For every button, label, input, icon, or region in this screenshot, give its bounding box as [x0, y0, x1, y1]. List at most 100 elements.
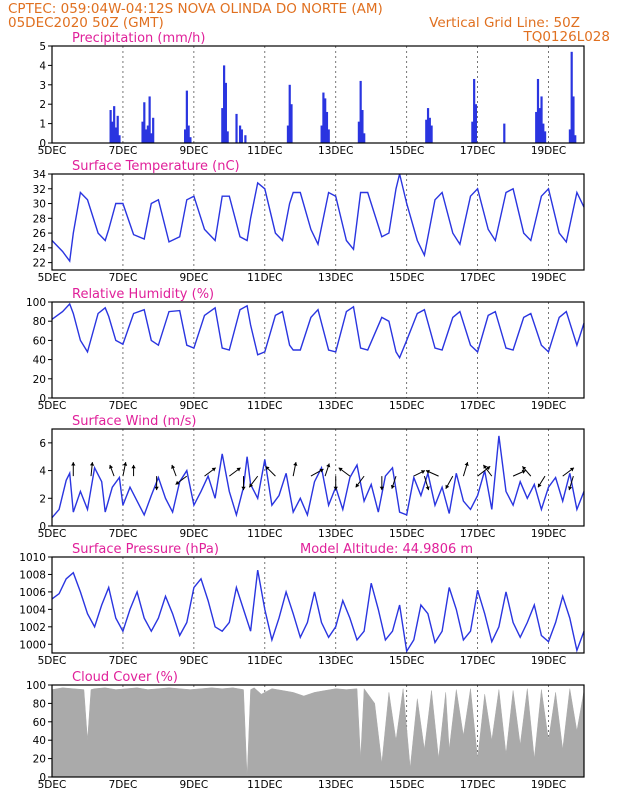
y-tick-label: 4	[39, 60, 46, 72]
precip-bar	[150, 133, 153, 143]
wind-arrow-head	[122, 462, 128, 466]
x-tick-label: 13DEC	[318, 655, 353, 667]
precip-bar	[570, 51, 573, 143]
wind-arrow-head	[241, 486, 246, 491]
x-tick-label: 19DEC	[531, 272, 566, 284]
precip-bar	[111, 121, 114, 143]
x-tick-label: 17DEC	[460, 655, 495, 667]
precip-bar	[185, 90, 188, 143]
precip-bar	[223, 65, 226, 143]
precip-bar	[327, 129, 330, 143]
precip-bar	[543, 131, 547, 143]
precip-bar	[361, 110, 364, 143]
y-tick-label: 0	[39, 772, 46, 784]
x-tick-label: 17DEC	[460, 145, 495, 157]
precip-bar	[148, 96, 151, 143]
x-tick-label: 11DEC	[247, 400, 282, 412]
y-tick-label: 5	[39, 41, 46, 53]
header-station: CPTEC: 059:04W-04:12S NOVA OLINDA DO NOR…	[8, 1, 383, 17]
precip-bar	[240, 129, 243, 143]
wind-arrow-head	[293, 462, 298, 466]
x-tick-label: 7DEC	[109, 145, 138, 157]
precip-bar	[471, 121, 474, 143]
x-tick-label: 19DEC	[531, 528, 566, 540]
panel-frame	[51, 556, 585, 654]
y-tick-label: 1	[39, 119, 46, 131]
wind-arrow-head	[211, 467, 216, 472]
x-tick-label: 15DEC	[389, 528, 424, 540]
precip-bar	[143, 102, 146, 143]
wind-arrow-head	[464, 462, 469, 466]
y-tick-label: 0	[39, 393, 46, 405]
precip-bar	[503, 123, 506, 143]
precip-bar	[324, 98, 327, 143]
precip-bar	[425, 119, 428, 143]
precip-bar	[426, 108, 430, 143]
precip-bar	[114, 127, 118, 143]
y-tick-label: 0	[39, 138, 46, 150]
series-line	[51, 435, 585, 519]
precip-bar	[152, 117, 155, 143]
x-tick-label: 11DEC	[247, 145, 282, 157]
y-tick-label: 1008	[19, 569, 46, 581]
precip-bar	[244, 135, 247, 143]
precip-bar	[109, 110, 112, 143]
panel-title: Precipitation (mm/h)	[72, 31, 205, 46]
panel-title: Relative Humidity (%)	[72, 287, 214, 302]
precip-bar	[235, 113, 238, 143]
precip-bar	[141, 121, 144, 143]
panel-title: Surface Pressure (hPa)	[72, 542, 219, 557]
y-tick-label: 30	[33, 199, 46, 211]
precip-bar	[221, 108, 224, 143]
wind-arrow-head	[445, 484, 450, 489]
x-tick-label: 15DEC	[389, 272, 424, 284]
wind-arrow-head	[71, 462, 76, 466]
precip-bar	[363, 133, 366, 143]
panel-frame	[51, 173, 585, 271]
wind-arrow-head	[355, 483, 360, 488]
x-tick-label: 15DEC	[389, 655, 424, 667]
wind-arrow-head	[425, 469, 430, 474]
y-tick-label: 26	[33, 228, 47, 240]
x-tick-label: 17DEC	[460, 528, 495, 540]
series-line	[51, 569, 585, 654]
y-tick-label: 20	[33, 754, 46, 766]
x-tick-label: 11DEC	[247, 528, 282, 540]
y-tick-label: 100	[26, 297, 46, 309]
header-date: 05DEC2020 50Z (GMT)	[8, 15, 164, 31]
x-tick-label: 15DEC	[389, 779, 424, 791]
wind-arrow-head	[236, 467, 241, 472]
precip-bar	[359, 80, 362, 143]
panel-frame	[51, 45, 585, 144]
precip-bar	[238, 125, 242, 143]
x-tick-label: 7DEC	[109, 655, 138, 667]
wind-arrow-head	[319, 468, 324, 473]
wind-arrow-head	[175, 480, 180, 485]
x-tick-label: 9DEC	[179, 779, 208, 791]
y-tick-label: 4	[39, 466, 46, 478]
precip-bar	[226, 131, 229, 143]
x-tick-label-start: 5DEC	[38, 655, 67, 667]
y-tick-label: 60	[33, 717, 46, 729]
panel-title: Cloud Cover (%)	[72, 670, 178, 685]
wind-arrow-head	[420, 470, 425, 474]
y-tick-label: 40	[33, 355, 46, 367]
y-tick-label: 32	[33, 184, 46, 196]
panel-title: Surface Temperature (nC)	[72, 159, 240, 174]
precip-bar	[288, 84, 291, 143]
x-tick-label: 9DEC	[179, 655, 208, 667]
wind-arrow-head	[131, 464, 136, 469]
x-tick-label: 9DEC	[179, 145, 208, 157]
precip-bar	[118, 135, 121, 143]
x-tick-label: 9DEC	[179, 528, 208, 540]
precip-bar	[540, 96, 543, 143]
wind-arrow-head	[569, 467, 574, 472]
panel-title: Surface Wind (m/s)	[72, 414, 196, 429]
precip-bar	[572, 96, 575, 143]
y-tick-label: 34	[33, 169, 47, 181]
wind-arrow-head	[483, 464, 488, 469]
wind-arrow-head	[154, 486, 159, 491]
wind-arrow-head	[109, 464, 114, 469]
